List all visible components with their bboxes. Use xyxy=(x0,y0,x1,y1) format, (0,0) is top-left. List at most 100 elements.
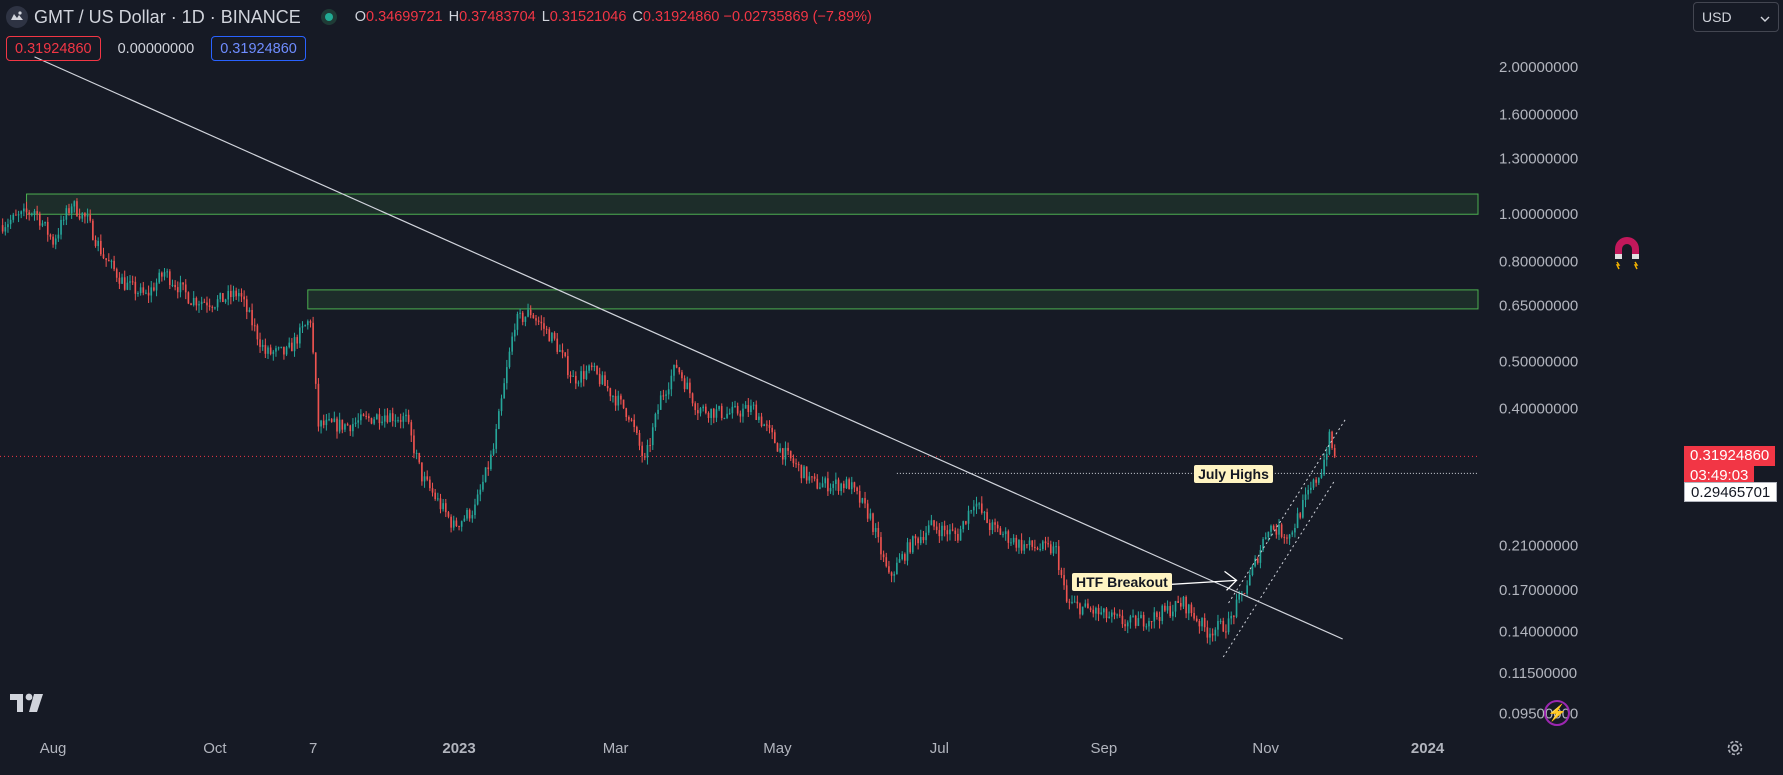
candle-body xyxy=(803,466,805,479)
candle-body xyxy=(572,375,574,377)
candle xyxy=(1076,595,1079,609)
candle xyxy=(36,205,38,221)
ohlc-open: O0.34699721 xyxy=(355,9,443,25)
candle xyxy=(938,523,941,543)
candle xyxy=(545,325,548,334)
candle xyxy=(1071,595,1073,605)
candle-body xyxy=(498,411,500,429)
candle-body xyxy=(596,365,598,374)
htf-breakout-label[interactable]: HTF Breakout xyxy=(1072,572,1172,591)
candle xyxy=(198,300,200,313)
candle xyxy=(1028,537,1031,551)
candle-body xyxy=(1161,605,1164,621)
candle xyxy=(1275,523,1278,539)
candle-body xyxy=(421,462,423,482)
candle-body xyxy=(423,476,426,482)
candle xyxy=(763,423,766,427)
candle xyxy=(779,443,781,454)
candle-body xyxy=(1328,431,1331,454)
candle-body xyxy=(529,309,532,316)
indicator-value-box[interactable]: 0.31924860 xyxy=(211,36,306,61)
candle-body xyxy=(1065,585,1068,602)
candle-body xyxy=(728,413,731,415)
candle-body xyxy=(1095,607,1097,614)
candle-body xyxy=(394,420,397,422)
candle-body xyxy=(657,409,659,414)
symbol-title[interactable]: GMT / US Dollar · 1D · BINANCE xyxy=(34,6,301,27)
candle-body xyxy=(697,410,699,414)
candle-body xyxy=(726,413,728,418)
candle-body xyxy=(1209,633,1211,638)
candle xyxy=(694,401,697,416)
candle-body xyxy=(662,395,665,397)
candle-body xyxy=(511,336,513,352)
candle-body xyxy=(779,448,781,452)
candle-body xyxy=(898,559,901,563)
candle-body xyxy=(102,254,105,259)
indicator-value-box[interactable]: 0.00000000 xyxy=(117,40,195,57)
indicator-value-box[interactable]: 0.31924860 xyxy=(6,36,101,61)
july-highs-label[interactable]: July Highs xyxy=(1194,465,1273,484)
candle xyxy=(1020,533,1023,554)
candle xyxy=(1320,468,1323,479)
candle-body xyxy=(68,208,70,213)
candle xyxy=(383,408,386,428)
candle-body xyxy=(569,375,572,377)
candle-body xyxy=(771,427,773,433)
candle-body xyxy=(460,521,463,527)
candle-body xyxy=(237,293,240,297)
candle xyxy=(1317,477,1320,485)
currency-select[interactable]: USD xyxy=(1693,2,1779,32)
candle-body xyxy=(1211,633,1214,636)
ohlc-low-key: L xyxy=(541,9,550,25)
lightning-icon[interactable]: ⚡ xyxy=(1544,700,1570,726)
candle xyxy=(468,508,471,522)
candle xyxy=(954,527,957,542)
candle xyxy=(973,500,975,517)
candle-body xyxy=(564,352,567,357)
channel-lower-line xyxy=(1222,480,1336,658)
candle xyxy=(508,347,511,369)
candle-body xyxy=(198,304,200,306)
candle-body xyxy=(208,305,211,307)
candle xyxy=(1299,511,1302,520)
candle xyxy=(1206,620,1209,644)
candle-body xyxy=(787,447,789,451)
market-status-icon[interactable] xyxy=(320,9,337,25)
candle-body xyxy=(1081,606,1084,615)
candle xyxy=(7,218,9,233)
candle xyxy=(1044,536,1047,551)
candle-body xyxy=(1055,546,1057,548)
candle xyxy=(346,422,349,426)
candle xyxy=(718,405,720,412)
candle xyxy=(1073,595,1076,603)
candle-body xyxy=(1254,558,1256,567)
candle xyxy=(917,536,919,550)
candle xyxy=(134,276,137,301)
candle xyxy=(766,420,768,432)
settings-gear-icon[interactable] xyxy=(1725,738,1745,763)
candle-body xyxy=(341,419,344,430)
candle xyxy=(949,524,951,541)
candle xyxy=(1169,601,1172,619)
time-axis[interactable]: Aug Oct 7 2023 Mar May Jul Sep Nov 2024 xyxy=(40,740,1445,757)
candle-body xyxy=(980,503,983,513)
candle-body xyxy=(368,416,370,419)
price-axis[interactable]: 2.00000000 1.60000000 1.30000000 1.00000000… xyxy=(1499,59,1578,722)
candle-body xyxy=(880,537,882,555)
candle xyxy=(593,362,596,372)
candle xyxy=(986,508,988,524)
candle-body xyxy=(715,409,718,418)
candle-body xyxy=(482,481,484,490)
tradingview-logo-icon[interactable] xyxy=(10,692,48,719)
candle-body xyxy=(893,574,896,576)
candle xyxy=(110,259,113,269)
candle-body xyxy=(458,526,460,528)
candle-body xyxy=(1270,525,1272,532)
candle xyxy=(1270,524,1272,537)
candle-body xyxy=(927,525,930,533)
candle-body xyxy=(309,321,312,323)
magnet-icon[interactable] xyxy=(1612,236,1642,277)
